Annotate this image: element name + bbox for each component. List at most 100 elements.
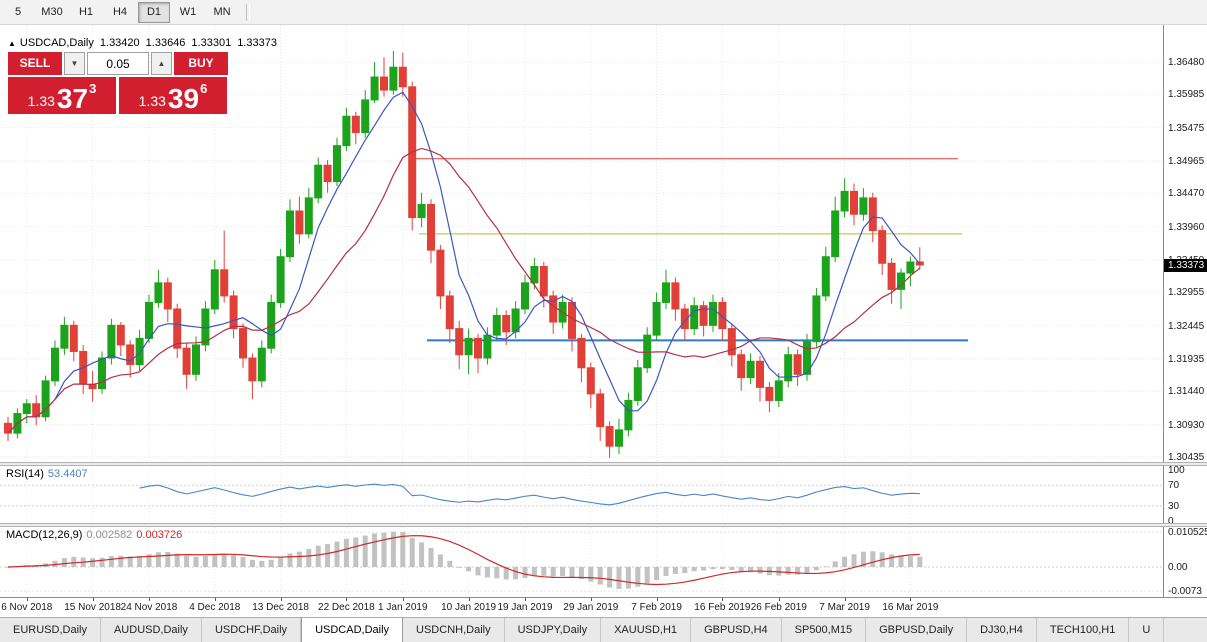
rsi-canvas[interactable] — [0, 466, 1163, 523]
timeframe-button-h1[interactable]: H1 — [78, 5, 94, 18]
price-axis-label: 1.36480 — [1168, 57, 1205, 68]
ohlc-low: 1.33301 — [191, 37, 232, 49]
volume-down-spinner[interactable]: ▼ — [64, 52, 85, 75]
main-chart-panel[interactable]: ▲ USDCAD,Daily 1.33420 1.33646 1.33301 1… — [0, 25, 1163, 462]
rsi-axis-label: 100 — [1168, 465, 1185, 476]
sell-price-display[interactable]: 1.33 37 3 — [8, 77, 116, 114]
price-axis-label: 1.35475 — [1168, 122, 1205, 134]
buy-button[interactable]: BUY — [174, 52, 228, 75]
chart-tab-usdjpy-daily[interactable]: USDJPY,Daily — [505, 618, 602, 642]
date-axis-tick — [525, 598, 526, 601]
date-axis-label: 19 Jan 2019 — [497, 602, 553, 613]
macd-indicator-panel[interactable]: MACD(12,26,9) 0.002582 0.003726 — [0, 527, 1163, 597]
date-axis-tick — [722, 598, 724, 601]
chart-tab-eurusd-daily[interactable]: EURUSD,Daily — [0, 618, 101, 642]
date-axis-label: 16 Mar 2019 — [882, 602, 939, 613]
ohlc-high: 1.33646 — [145, 37, 186, 49]
current-price-tag: 1.33373 — [1164, 259, 1207, 272]
macd-name: MACD(12,26,9) — [6, 529, 83, 541]
sell-price-big: 37 — [56, 83, 89, 115]
date-axis-tick — [346, 598, 348, 601]
timeframe-button-d1[interactable]: D1 — [138, 1, 170, 23]
date-axis-tick — [778, 598, 780, 601]
rsi-axis-label: 70 — [1168, 480, 1180, 492]
sell-price-base: 1.33 — [27, 93, 55, 109]
buy-price-sup: 6 — [200, 81, 208, 96]
chart-tab-gbpusd-daily[interactable]: GBPUSD,Daily — [866, 618, 968, 642]
sell-button[interactable]: SELL — [8, 52, 62, 75]
price-axis-label: 1.30930 — [1168, 419, 1205, 431]
timeframe-button-w1[interactable]: W1 — [179, 5, 197, 18]
chart-tab-gbpusd-h4[interactable]: GBPUSD,H4 — [691, 618, 782, 642]
volume-input[interactable] — [87, 52, 149, 75]
timeframe-button-m30[interactable]: M30 — [41, 5, 63, 18]
chart-tab-usdcad-daily[interactable]: USDCAD,Daily — [301, 618, 404, 642]
date-axis-label: 7 Mar 2019 — [819, 602, 870, 613]
price-axis[interactable]: 1.36480 1.35985 1.35475 1.34965 1.34470 1.339… — [1163, 25, 1207, 597]
chart-tab-audusd-daily[interactable]: AUDUSD,Daily — [101, 618, 202, 642]
rsi-value: 53.4407 — [47, 468, 88, 480]
date-axis-tick — [910, 598, 912, 601]
chart-symbol: USDCAD,Daily — [19, 37, 94, 49]
chart-direction-icon: ▲ — [8, 39, 16, 48]
ohlc-close: 1.33373 — [237, 37, 277, 49]
price-axis-label: 1.34965 — [1168, 155, 1205, 167]
panel-splitter[interactable] — [0, 523, 1207, 527]
chart-tab-tech100-h1[interactable]: TECH100,H1 — [1037, 618, 1130, 642]
timeframe-button-5[interactable]: 5 — [14, 5, 22, 18]
rsi-name: RSI(14) — [6, 468, 44, 480]
date-axis-label: 22 Dec 2018 — [318, 602, 375, 613]
macd-canvas[interactable] — [0, 527, 1163, 597]
date-axis-tick — [26, 598, 28, 601]
chart-ohlc-header: ▲ USDCAD,Daily 1.33420 1.33646 1.33301 1… — [8, 37, 277, 51]
ohlc-open: 1.33420 — [99, 37, 140, 49]
one-click-trading-panel: SELL ▼ ▲ BUY 1.33 37 3 1.33 39 6 — [8, 52, 230, 114]
date-axis-label: 15 Nov 2018 — [64, 602, 121, 613]
chart-tab-usdchf-daily[interactable]: USDCHF,Daily — [202, 618, 302, 642]
date-axis-label: 24 Nov 2018 — [120, 602, 178, 613]
macd-signal-value: 0.003726 — [136, 529, 183, 541]
macd-label: MACD(12,26,9) 0.002582 0.003726 — [6, 529, 182, 541]
date-axis-tick — [468, 598, 470, 601]
date-axis-label: 6 Nov 2018 — [1, 602, 53, 613]
sell-price-sup: 3 — [89, 81, 97, 96]
price-axis-label: 1.31935 — [1168, 353, 1205, 365]
timeframe-button-h4[interactable]: H4 — [112, 5, 128, 18]
date-axis-tick — [149, 598, 150, 601]
date-axis-label: 10 Jan 2019 — [441, 602, 497, 613]
macd-value: 0.002582 — [86, 529, 133, 541]
chart-tab-bar: EURUSD,Daily AUDUSD,Daily USDCHF,Daily USDC… — [0, 617, 1207, 642]
date-axis-label: 1 Jan 2019 — [378, 602, 428, 613]
date-axis-tick — [214, 598, 216, 601]
rsi-axis-label: 30 — [1168, 500, 1180, 512]
date-axis-label: 26 Feb 2019 — [750, 602, 807, 613]
buy-price-display[interactable]: 1.33 39 6 — [119, 77, 227, 114]
rsi-label: RSI(14) 53.4407 — [6, 468, 88, 480]
price-axis-label: 1.32955 — [1168, 287, 1205, 299]
buy-price-big: 39 — [167, 83, 200, 115]
date-axis-tick — [590, 598, 592, 601]
date-axis-label: 16 Feb 2019 — [694, 602, 751, 613]
date-axis[interactable]: 6 Nov 2018 15 Nov 2018 24 Nov 2018 4 Dec 20… — [0, 597, 1207, 617]
volume-up-spinner[interactable]: ▲ — [151, 52, 172, 75]
chart-tab-dj30-h4[interactable]: DJ30,H4 — [967, 618, 1037, 642]
timeframe-toolbar: 5 M30 H1 H4 D1 W1 MN — [0, 0, 1207, 25]
date-axis-tick — [92, 598, 94, 601]
chart-tab-sp500-m15[interactable]: SP500,M15 — [782, 618, 867, 642]
date-axis-tick — [402, 598, 404, 601]
chart-tab-u[interactable]: U — [1129, 618, 1165, 642]
chart-tab-xauusd-h1[interactable]: XAUUSD,H1 — [601, 618, 692, 642]
timeframe-button-mn[interactable]: MN — [213, 5, 231, 18]
macd-axis-label: 0.010525 — [1168, 527, 1207, 539]
panel-splitter[interactable] — [0, 462, 1207, 466]
date-axis-tick — [656, 598, 658, 601]
date-axis-tick — [280, 598, 282, 601]
price-axis-label: 1.35985 — [1168, 89, 1205, 101]
chart-tab-usdcnh-daily[interactable]: USDCNH,Daily — [403, 618, 505, 642]
buy-price-base: 1.33 — [138, 93, 166, 109]
rsi-indicator-panel[interactable]: RSI(14) 53.4407 — [0, 466, 1163, 523]
date-axis-label: 29 Jan 2019 — [563, 602, 619, 613]
macd-axis-label: 0.00 — [1168, 562, 1188, 573]
macd-axis-label: -0.0073 — [1168, 586, 1202, 598]
